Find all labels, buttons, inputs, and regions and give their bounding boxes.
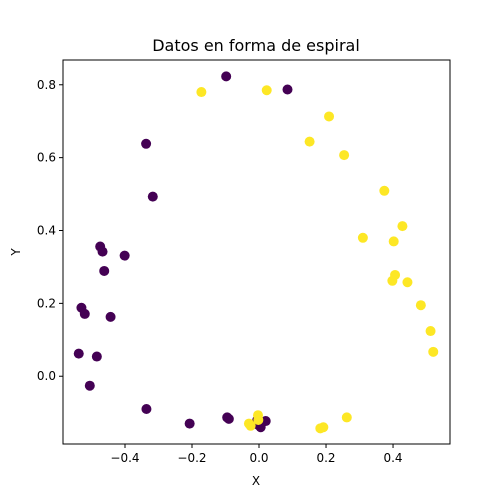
x-axis-label: X bbox=[252, 474, 260, 488]
data-point-class-1 bbox=[425, 326, 436, 337]
data-point-class-1 bbox=[324, 111, 335, 122]
data-point-class-1 bbox=[428, 346, 439, 357]
y-tick-label: 0.6 bbox=[37, 151, 56, 165]
y-tick-label: 0.8 bbox=[37, 78, 56, 92]
data-point-class-0 bbox=[79, 308, 90, 319]
data-point-class-1 bbox=[315, 423, 326, 434]
data-point-class-0 bbox=[221, 71, 232, 82]
x-tick-label: −0.2 bbox=[177, 451, 206, 465]
data-point-class-0 bbox=[141, 404, 152, 415]
data-point-class-1 bbox=[196, 87, 207, 98]
y-axis-ticks: 0.0 0.2 0.4 0.6 0.8 bbox=[37, 78, 63, 383]
points-layer bbox=[73, 71, 439, 434]
data-point-class-0 bbox=[147, 191, 158, 202]
y-tick-label: 0.4 bbox=[37, 224, 56, 238]
data-point-class-0 bbox=[99, 265, 110, 276]
y-tick-label: 0.0 bbox=[37, 369, 56, 383]
data-point-class-0 bbox=[97, 246, 108, 257]
data-point-class-1 bbox=[357, 232, 368, 243]
data-point-class-1 bbox=[402, 277, 413, 288]
data-point-class-0 bbox=[184, 418, 195, 429]
data-point-class-1 bbox=[339, 150, 350, 161]
x-tick-label: 0.4 bbox=[383, 451, 402, 465]
data-point-class-0 bbox=[73, 348, 84, 359]
data-point-class-1 bbox=[341, 412, 352, 423]
data-point-class-0 bbox=[91, 351, 102, 362]
x-tick-label: −0.4 bbox=[110, 451, 139, 465]
data-point-class-1 bbox=[379, 185, 390, 196]
data-point-class-0 bbox=[141, 138, 152, 149]
data-point-class-0 bbox=[119, 250, 130, 261]
x-axis-ticks: −0.4 −0.2 0.0 0.2 0.4 bbox=[110, 444, 403, 465]
data-point-class-0 bbox=[105, 311, 116, 322]
y-axis-label: Y bbox=[9, 248, 23, 257]
data-point-class-1 bbox=[415, 300, 426, 311]
x-tick-label: 0.0 bbox=[249, 451, 268, 465]
data-point-class-0 bbox=[223, 413, 234, 424]
data-point-class-1 bbox=[387, 275, 398, 286]
data-point-class-1 bbox=[245, 420, 256, 431]
data-point-class-1 bbox=[397, 221, 408, 232]
data-point-class-0 bbox=[282, 84, 293, 95]
data-point-class-1 bbox=[261, 85, 272, 96]
chart-title: Datos en forma de espiral bbox=[152, 36, 360, 55]
data-point-class-1 bbox=[304, 136, 315, 147]
x-tick-label: 0.2 bbox=[316, 451, 335, 465]
plot-frame bbox=[62, 59, 451, 445]
data-point-class-1 bbox=[253, 414, 264, 425]
y-tick-label: 0.2 bbox=[37, 296, 56, 310]
data-point-class-1 bbox=[388, 236, 399, 247]
data-point-class-0 bbox=[84, 380, 95, 391]
